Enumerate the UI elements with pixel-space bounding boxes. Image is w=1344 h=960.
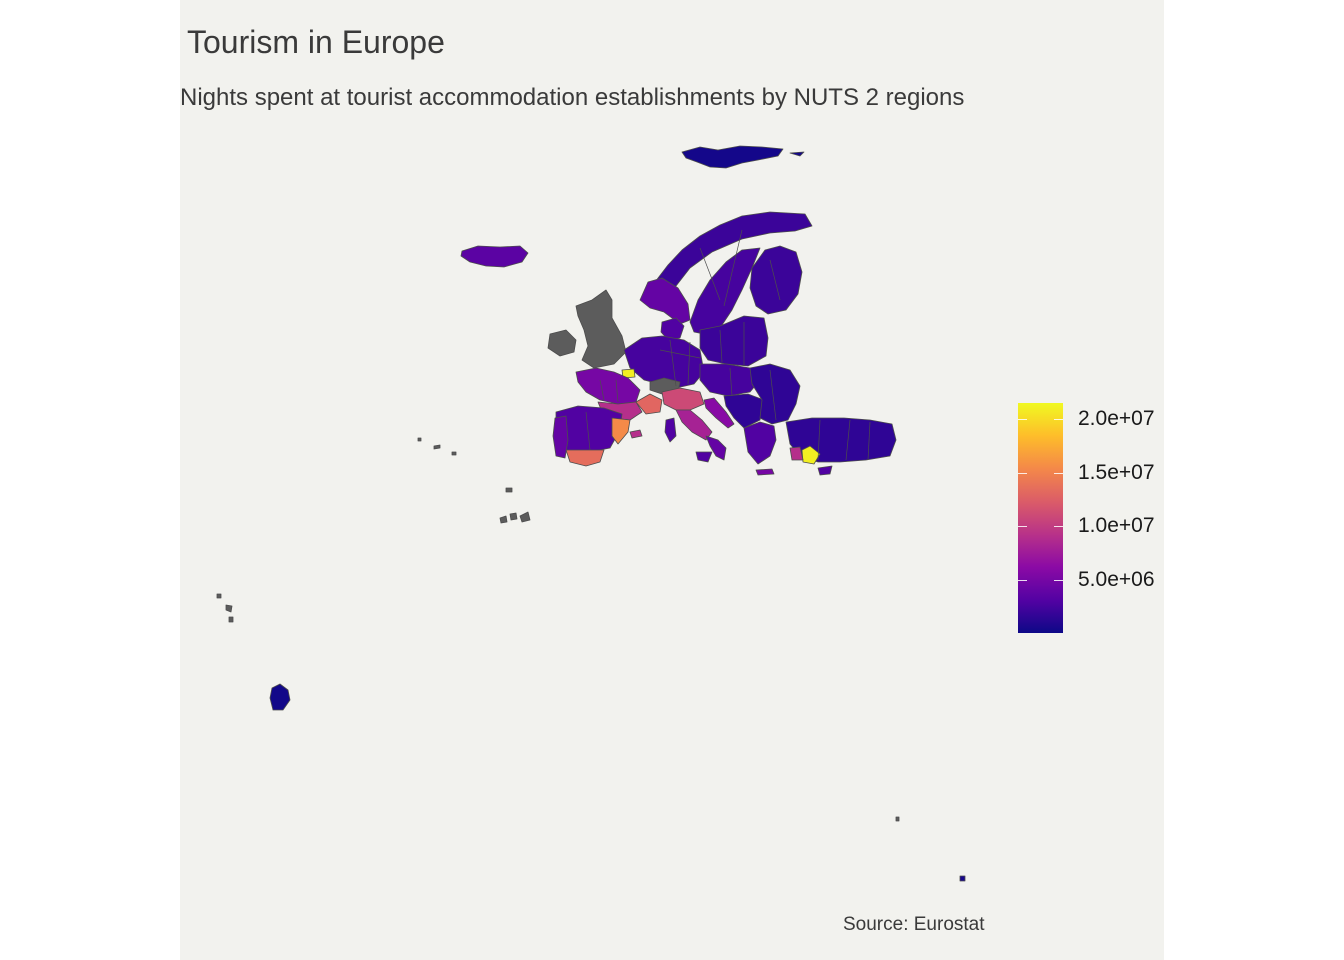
region-svalbard: [681, 145, 805, 169]
region-french-guiana: [269, 683, 291, 711]
region-mugla: [789, 446, 804, 461]
legend-colorbar: [1018, 403, 1063, 633]
region-finland: [749, 245, 803, 315]
region-border-line: [669, 339, 677, 387]
region-norway-south: [639, 277, 691, 325]
region-reunion: [959, 875, 966, 882]
region-ireland: [547, 329, 577, 357]
region-border-line: [769, 369, 777, 421]
region-azores: [417, 437, 457, 456]
region-northern-italy: [661, 387, 705, 411]
legend-tick: [1054, 579, 1063, 581]
region-iceland: [460, 245, 529, 268]
legend-tick-label: 2.0e+07: [1078, 407, 1155, 431]
region-croatia-coast: [703, 397, 735, 429]
region-denmark: [660, 317, 685, 341]
region-romania-bulgaria: [749, 363, 801, 425]
map-subtitle: Nights spent at tourist accommodation es…: [180, 84, 965, 111]
legend-tick: [1054, 472, 1063, 474]
region-balkans: [723, 393, 765, 429]
region-mayotte: [895, 816, 900, 822]
region-border-line: [719, 329, 723, 363]
region-border-line: [845, 419, 851, 461]
map-title: Tourism in Europe: [187, 24, 445, 60]
region-central-italy: [675, 409, 713, 441]
legend-tick-label: 1.5e+07: [1078, 460, 1155, 484]
region-central-europe: [699, 363, 761, 397]
region-portugal: [552, 415, 569, 459]
region-canary-islands: [499, 511, 531, 524]
region-border-line: [599, 379, 605, 401]
region-catalonia: [611, 417, 631, 445]
region-andalusia: [565, 449, 605, 467]
region-crete: [755, 468, 775, 476]
region-southern-italy: [705, 435, 727, 461]
region-border-line: [699, 247, 721, 301]
region-cyprus: [817, 465, 833, 476]
legend-tick-label: 5.0e+06: [1078, 567, 1155, 591]
region-border-line: [817, 419, 821, 461]
region-border-line: [769, 259, 781, 301]
region-sardinia: [664, 417, 677, 443]
region-benelux-germany: [623, 335, 705, 389]
region-sicily: [695, 451, 713, 463]
legend-tick: [1018, 419, 1027, 421]
region-border-line: [723, 229, 743, 307]
legend-tick: [1054, 526, 1063, 528]
region-greece: [743, 421, 777, 465]
region-balearic-islands: [629, 429, 643, 439]
region-border-line: [615, 379, 619, 403]
legend-tick-label: 1.0e+07: [1078, 514, 1155, 538]
plot-panel: [180, 0, 1164, 960]
legend-tick: [1018, 472, 1027, 474]
legend-tick: [1054, 419, 1063, 421]
region-united-kingdom: [575, 289, 627, 369]
region-border-line: [729, 367, 733, 397]
region-madeira: [505, 487, 513, 493]
region-border-line: [867, 421, 871, 461]
region-border-line: [659, 349, 701, 359]
map-caption: Source: Eurostat: [843, 914, 985, 935]
legend-tick: [1018, 526, 1027, 528]
region-poland-baltics: [699, 315, 769, 367]
region-border-line: [687, 341, 691, 385]
legend-tick: [1018, 579, 1027, 581]
region-guadeloupe-martinique: [216, 593, 234, 623]
region-border-line: [585, 411, 591, 451]
region-provence-cote-d-azur: [635, 393, 663, 415]
